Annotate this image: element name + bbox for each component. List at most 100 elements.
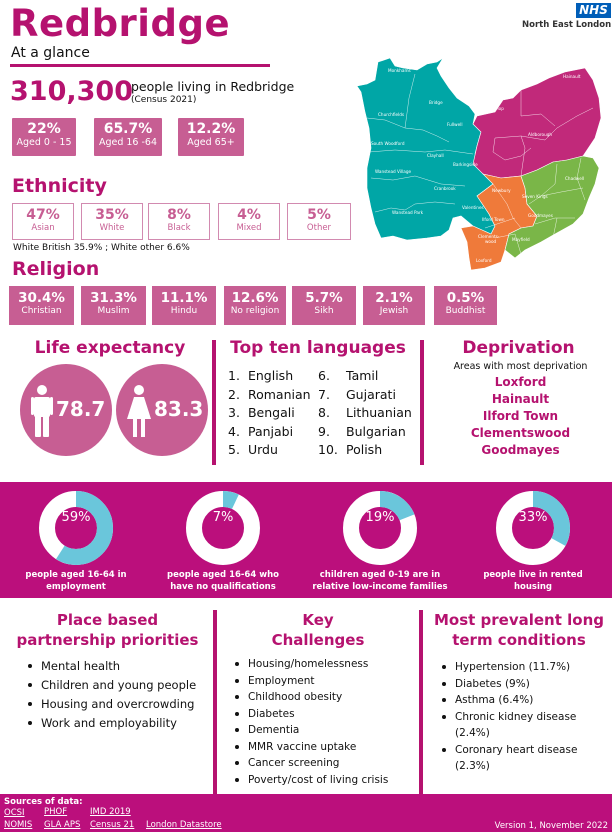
conditions-list: Hypertension (11.7%) Diabetes (9%) Asthm…: [440, 659, 600, 775]
challenge-item: Dementia: [233, 722, 423, 739]
donut-chart: [186, 491, 260, 565]
deprivation-area: Loxford: [494, 375, 547, 389]
religion-buddhist: 0.5% Buddhist: [434, 286, 497, 325]
ethnicity-value: 4%: [237, 207, 261, 223]
svg-text:Loxford: Loxford: [476, 258, 492, 263]
age-box-65-plus: 12.2% Aged 65+: [178, 118, 244, 156]
deprivation-areas: Loxford Hainault Ilford Town Clementswoo…: [428, 374, 613, 459]
donut-chart: [496, 491, 570, 565]
age-value: 12.2%: [186, 121, 236, 137]
svg-text:Hainault: Hainault: [563, 74, 581, 79]
population-source: (Census 2021): [131, 95, 197, 105]
sources-label: Sources of data:: [4, 797, 83, 807]
religion-no-religion: 12.6% No religion: [224, 286, 286, 325]
footer: Sources of data: OCSI PHOF IMD 2019 NOMI…: [0, 794, 612, 832]
religion-value: 0.5%: [446, 290, 485, 306]
deprivation-area: Ilford Town: [482, 409, 559, 423]
age-label: Aged 16 -64: [98, 137, 158, 148]
population-label: people living in Redbridge: [131, 79, 295, 94]
condition-item: Coronary heart disease (2.3%): [440, 742, 600, 775]
svg-text:Monkhams: Monkhams: [388, 68, 411, 73]
religion-value: 30.4%: [18, 290, 65, 306]
language-item: 5. Urdu: [228, 442, 278, 457]
male-life-expectancy-value: 78.7: [56, 397, 106, 421]
page-title: Redbridge: [10, 2, 231, 45]
female-icon: [127, 385, 151, 437]
age-label: Aged 0 - 15: [16, 137, 72, 148]
stat-value: 59%: [61, 510, 91, 525]
language-item: 9. Bulgarian: [318, 423, 406, 439]
languages-heading: Top ten languages: [230, 338, 406, 358]
svg-text:Valentines: Valentines: [462, 205, 484, 210]
religion-sikh: 5.7% Sikh: [292, 286, 356, 325]
religion-value: 11.1%: [160, 290, 208, 306]
donut-chart: [343, 491, 417, 565]
religion-label: Jewish: [379, 306, 409, 316]
source-link-london-datastore[interactable]: London Datastore: [146, 820, 222, 830]
svg-text:Seven Kings: Seven Kings: [522, 194, 548, 199]
ethnicity-value: 8%: [167, 207, 191, 223]
source-link-gla-aps[interactable]: GLA APS: [44, 820, 81, 830]
ethnicity-note: White British 35.9% ; White other 6.6%: [13, 243, 190, 253]
language-item: 6. Tamil: [318, 368, 379, 383]
age-value: 22%: [27, 121, 61, 137]
ethnicity-label: Other: [306, 223, 332, 233]
svg-text:Fullwell: Fullwell: [447, 122, 463, 127]
challenges-heading: Key Challenges: [271, 611, 365, 649]
challenge-item: Poverty/cost of living crisis: [233, 772, 423, 789]
deprivation-area: Goodmayes: [481, 443, 560, 457]
source-link-nomis[interactable]: NOMIS: [4, 820, 33, 830]
ethnicity-asian: 47% Asian: [12, 203, 74, 240]
ethnicity-heading: Ethnicity: [12, 175, 107, 197]
male-icon: [31, 385, 53, 437]
religion-muslim: 31.3% Muslim: [81, 286, 146, 325]
language-item: 2. Romanian: [228, 386, 311, 402]
stat-caption: people aged 16-64 who have no qualificati…: [167, 570, 279, 592]
ethnicity-label: Mixed: [236, 223, 262, 233]
svg-text:Wanstead Village: Wanstead Village: [375, 169, 412, 174]
conditions-heading: Most prevalent long term conditions: [433, 611, 604, 649]
religion-label: No religion: [230, 306, 280, 316]
ethnicity-value: 47%: [26, 207, 60, 223]
donut-chart: [39, 491, 113, 565]
languages-column-2: 6. Tamil 7. Gujarati 8. Lithuanian 9. Bulgar…: [318, 367, 412, 460]
divider: [420, 340, 424, 465]
condition-item: Asthma (6.4%): [440, 692, 600, 709]
age-value: 65.7%: [103, 121, 153, 137]
version-label: Version 1, November 2022: [494, 821, 608, 831]
language-item: 4. Panjabi: [228, 423, 294, 439]
divider: [419, 610, 423, 795]
svg-text:Wanstead Park: Wanstead Park: [392, 210, 424, 215]
challenges-list: Housing/homelessness Employment Childhoo…: [233, 656, 423, 788]
priority-item: Mental health: [26, 657, 206, 676]
map-region-west: [356, 57, 496, 241]
age-box-0-15: 22% Aged 0 - 15: [12, 118, 76, 156]
ethnicity-value: 35%: [95, 207, 129, 223]
stat-caption: children aged 0-19 are in relative low-in…: [312, 570, 448, 592]
ward-map: Monkhams Bridge Churchfields South Woodf…: [356, 57, 602, 271]
source-link-imd-2019[interactable]: IMD 2019: [90, 807, 131, 817]
ethnicity-value: 5%: [307, 207, 331, 223]
source-link-census-21[interactable]: Census 21: [90, 820, 135, 830]
population-number: 310,300: [10, 76, 133, 107]
deprivation-area: Hainault: [491, 392, 550, 406]
svg-text:Barkingside: Barkingside: [453, 162, 478, 167]
map-region-east: [504, 155, 600, 259]
stat-value: 19%: [365, 510, 395, 525]
ward-labels: Monkhams Bridge Churchfields South Woodf…: [371, 68, 584, 263]
source-link-ocsi[interactable]: OCSI: [4, 808, 25, 818]
svg-text:Chadwell: Chadwell: [565, 176, 584, 181]
deprivation-heading: Deprivation: [462, 338, 575, 358]
priority-item: Children and young people: [26, 676, 206, 695]
priority-item: Work and employability: [26, 714, 206, 733]
religion-heading: Religion: [12, 258, 100, 280]
ethnicity-white: 35% White: [81, 203, 143, 240]
challenge-item: MMR vaccine uptake: [233, 739, 423, 756]
challenge-item: Childhood obesity: [233, 689, 423, 706]
age-label: Aged 65+: [187, 137, 235, 148]
religion-jewish: 2.1% Jewish: [363, 286, 425, 325]
condition-item: Chronic kidney disease (2.4%): [440, 709, 600, 742]
language-item: 7. Gujarati: [318, 386, 396, 402]
svg-text:Cranbrook: Cranbrook: [434, 186, 456, 191]
source-link-phof[interactable]: PHOF: [44, 807, 68, 817]
